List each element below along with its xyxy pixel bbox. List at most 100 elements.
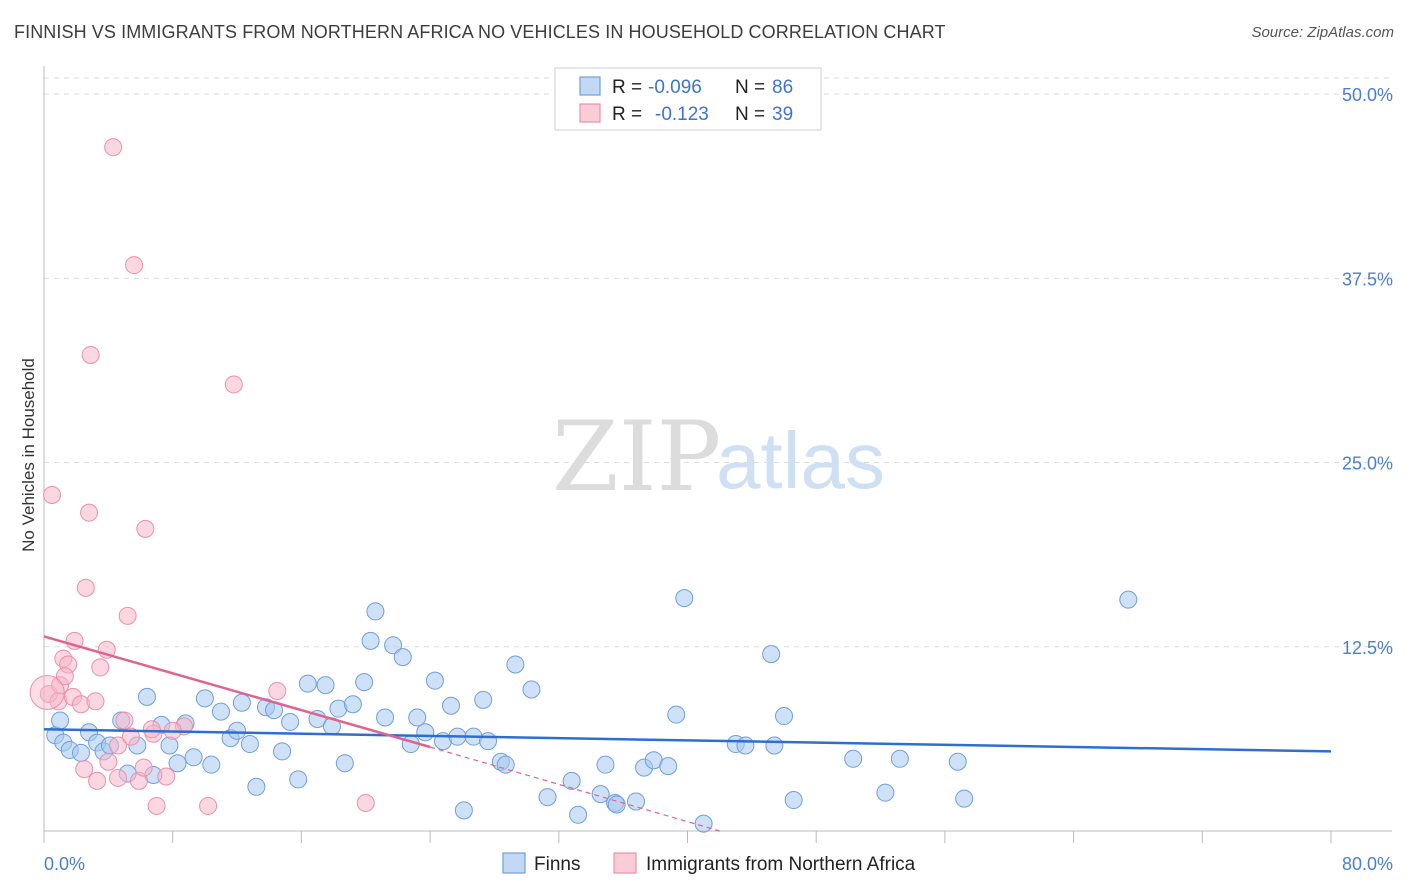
finns-point: [479, 732, 498, 751]
finns-point: [538, 788, 557, 807]
finns-point: [316, 676, 335, 695]
immigrants-point: [356, 793, 375, 812]
immigrants-point: [81, 345, 100, 364]
immigrants-point: [115, 711, 134, 730]
immigrants-point: [109, 768, 128, 787]
watermark-atlas: atlas: [716, 416, 885, 505]
finns-point: [137, 687, 156, 706]
finns-point: [496, 755, 515, 774]
legend-r-value: -0.096: [648, 77, 702, 98]
y-tick-labels: 12.5% 25.0% 37.5% 50.0%: [1342, 85, 1393, 658]
legend-n-value: 86: [772, 77, 793, 98]
immigrants-point: [72, 695, 91, 714]
legend-r-value: -0.123: [655, 104, 709, 125]
finns-point: [289, 770, 308, 789]
immigrants-point: [136, 519, 155, 538]
immigrants-point: [268, 681, 287, 700]
finns-point: [596, 755, 615, 774]
legend-r-label: R =: [612, 77, 642, 98]
finns-point: [694, 814, 713, 833]
immigrants-point: [76, 578, 95, 597]
immigrants-point: [147, 796, 166, 815]
y-tick-label: 50.0%: [1342, 85, 1393, 105]
legend-swatch-immigrants: [579, 103, 601, 123]
x-tick-labels: 0.0% 80.0%: [44, 854, 1393, 874]
immigrants-point: [134, 758, 153, 777]
legend-bottom: Finns Immigrants from Northern Africa: [502, 852, 916, 875]
finns-trend-line: [43, 728, 1332, 753]
chart-title: FINNISH VS IMMIGRANTS FROM NORTHERN AFRI…: [14, 22, 946, 42]
immigrants-point: [88, 771, 107, 790]
immigrants-point: [80, 503, 99, 522]
finns-point: [425, 671, 444, 690]
bottom-legend-finns: Finns: [534, 854, 580, 875]
legend-n-value: 39: [772, 104, 793, 125]
finns-point: [667, 705, 686, 724]
gridlines: [44, 77, 1392, 648]
finns-point: [442, 696, 461, 715]
immigrants-trend-line: [43, 635, 431, 749]
finns-point: [361, 631, 380, 650]
finns-point: [775, 707, 794, 726]
immigrants-point: [224, 375, 243, 394]
finns-point: [1119, 590, 1138, 609]
finns-point: [51, 711, 70, 730]
finns-point: [211, 702, 230, 721]
trend-lines: [43, 635, 1332, 832]
immigrants-point: [43, 485, 62, 504]
finns-point: [393, 648, 412, 667]
immigrants-point: [109, 736, 128, 755]
finns-point: [298, 674, 317, 693]
finns-point: [416, 723, 435, 742]
immigrants-point: [199, 796, 218, 815]
watermark-zip: ZIP: [552, 401, 721, 513]
legend-r-label: R =: [612, 104, 642, 125]
finns-point: [240, 735, 259, 754]
legend-n-label: N =: [735, 77, 765, 98]
finns-point: [784, 791, 803, 810]
legend-n-label: N =: [735, 104, 765, 125]
immigrants-point-cluster: [29, 674, 65, 710]
finns-point: [762, 645, 781, 664]
immigrants-point: [99, 752, 118, 771]
finns-point: [376, 708, 395, 727]
finns-point: [384, 636, 403, 655]
y-tick-label: 12.5%: [1342, 638, 1393, 658]
finns-point: [72, 743, 91, 762]
finns-point: [955, 789, 974, 808]
finns-point: [948, 752, 967, 771]
finns-point: [659, 757, 678, 776]
finns-point: [562, 771, 581, 790]
immigrants-point: [104, 138, 123, 157]
watermark: ZIP atlas: [552, 401, 885, 513]
immigrants-point: [121, 727, 140, 746]
finns-point: [506, 655, 525, 674]
chart-source: Source: ZipAtlas.com: [1251, 24, 1394, 41]
finns-point: [522, 680, 541, 699]
finns-point: [184, 748, 203, 767]
immigrants-point: [86, 692, 105, 711]
y-tick-label: 25.0%: [1342, 454, 1393, 474]
bottom-legend-swatch-immigrants: [613, 852, 637, 874]
x-tick-label-max: 80.0%: [1342, 854, 1393, 874]
finns-point: [765, 736, 784, 755]
legend-swatch-finns: [579, 76, 601, 96]
finns-point: [247, 777, 266, 796]
finns-point: [202, 755, 221, 774]
finns-point: [607, 795, 626, 814]
finns-point: [168, 754, 187, 773]
finns-point: [627, 792, 646, 811]
finns-point: [736, 736, 755, 755]
finns-point: [366, 602, 385, 621]
legend-top: R = -0.096 N = 86 R = -0.123 N = 39: [554, 67, 822, 131]
immigrants-point: [157, 767, 176, 786]
finns-point: [343, 695, 362, 714]
finns-point: [232, 693, 251, 712]
finns-point: [273, 742, 292, 761]
finns-point: [591, 785, 610, 804]
finns-point: [335, 754, 354, 773]
finns-point: [454, 801, 473, 820]
finns-point: [408, 708, 427, 727]
immigrants-point: [142, 720, 161, 739]
